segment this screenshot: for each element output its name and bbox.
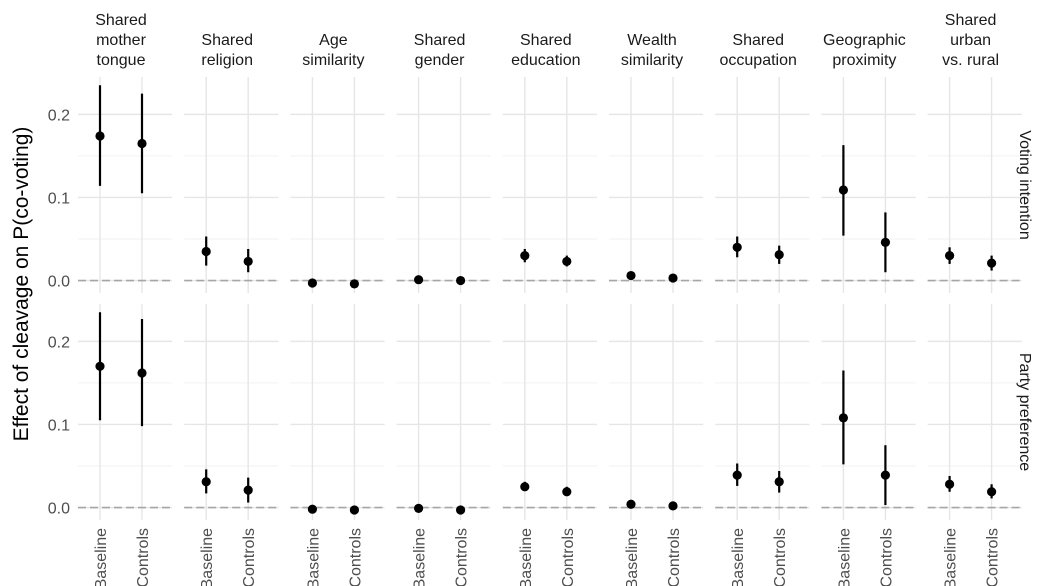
x-tick-label: Controls [241,528,258,586]
x-tick-label: Baseline [943,528,960,586]
column-strip-label: Shared [414,32,466,49]
x-tick-label: Controls [560,528,577,586]
column-strip-label: education [511,52,580,69]
point-estimate [880,470,891,480]
column-strip-label: vs. rural [942,52,999,69]
point-estimate [201,477,211,487]
x-tick-label: Baseline [305,528,322,586]
column-strip-label: proximity [832,52,896,69]
column-strip-label: Wealth [627,32,677,49]
column-strip-label: Shared [732,32,784,49]
point-estimate [774,250,784,260]
point-estimate [95,131,105,141]
point-estimate [456,275,466,286]
y-tick-label: 0.0 [48,274,70,291]
point-estimate [414,503,424,513]
column-strip-label: Age [319,32,348,49]
point-estimate [945,479,955,489]
y-tick-label: 0.1 [48,417,70,434]
x-tick-label: Baseline [624,528,641,586]
point-estimate [349,505,359,515]
x-tick-label: Controls [772,528,789,586]
point-estimate [137,368,147,378]
x-tick-label: Controls [878,528,895,586]
y-axis-label: Effect of cleavage on P(co-voting) [10,127,33,442]
column-strip-label: Shared [945,12,997,29]
point-estimate [137,138,147,149]
point-estimate [668,273,678,283]
point-estimate [987,258,997,268]
row-strip-label: Party preference [1016,353,1033,471]
point-estimate [414,275,424,285]
point-estimate [668,501,678,511]
column-strip-label: urban [950,32,991,49]
column-strip-label: similarity [302,52,364,69]
point-estimate [243,256,253,267]
point-estimate [95,361,105,371]
point-estimate [349,279,359,289]
point-estimate [562,487,572,497]
point-estimate [732,242,742,252]
column-strip-label: Shared [95,12,147,29]
row-strip-label: Voting intention [1016,130,1033,239]
point-estimate [838,185,849,195]
point-estimate [626,499,636,509]
point-estimate [201,246,211,257]
column-strip-label: occupation [720,52,797,69]
column-strip-label: Shared [201,32,253,49]
x-tick-label: Baseline [199,528,216,586]
column-strip-label: similarity [621,52,683,69]
column-strip-label: religion [201,52,253,69]
x-tick-label: Controls [666,528,683,586]
text-layer: 0.0 0.1 0.2 Voting intention Shared mother ton… [48,12,1033,586]
y-tick-label: 0.0 [48,501,70,518]
grid-layer [78,77,1022,520]
point-estimate [307,504,317,514]
marks-layer [78,85,1022,515]
x-tick-label: Baseline [730,528,747,586]
point-estimate [307,278,317,288]
point-estimate [945,251,955,261]
point-estimate [732,470,742,480]
x-tick-label: Baseline [518,528,535,586]
point-estimate [880,237,891,247]
x-tick-label: Controls [454,528,471,586]
point-estimate [456,505,466,515]
y-tick-label: 0.1 [48,190,70,207]
point-estimate [774,477,784,487]
x-tick-label: Controls [347,528,364,586]
point-estimate [243,485,253,495]
point-estimate [626,270,636,281]
y-tick-label: 0.2 [48,107,70,124]
y-tick-label: 0.2 [48,334,70,351]
column-strip-label: Shared [520,32,572,49]
column-strip-label: mother [96,32,146,49]
point-estimate [562,256,572,267]
point-estimate [838,413,849,423]
point-estimate [520,251,530,261]
column-strip-label: Geographic [823,32,906,49]
x-tick-label: Baseline [836,528,853,586]
point-estimate [987,487,997,497]
x-tick-label: Baseline [93,528,110,586]
column-strip-label: tongue [97,52,146,69]
x-tick-label: Controls [985,528,1002,586]
x-tick-label: Controls [135,528,152,586]
column-strip-label: gender [415,52,465,69]
point-estimate [520,482,530,492]
x-tick-label: Baseline [412,528,429,586]
